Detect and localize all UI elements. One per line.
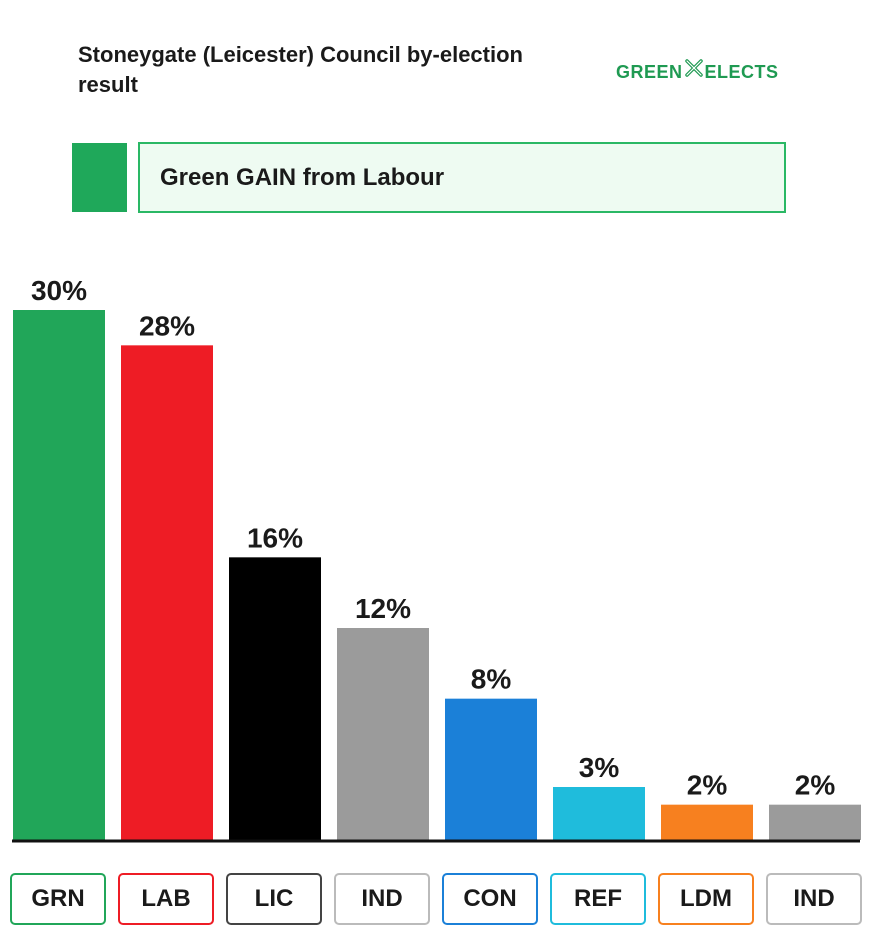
party-label-lab-1: LAB <box>118 873 214 925</box>
party-label-ind-3: IND <box>334 873 430 925</box>
party-label-ref-5: REF <box>550 873 646 925</box>
data-label-3: 12% <box>355 593 411 624</box>
bar-lab-1 <box>121 345 213 840</box>
bar-lic-2 <box>229 557 321 840</box>
data-label-4: 8% <box>471 664 512 695</box>
bar-grn-0 <box>13 310 105 840</box>
chart-title: Stoneygate (Leicester) Council by-electi… <box>78 42 523 97</box>
party-label-ind-7: IND <box>766 873 862 925</box>
data-label-1: 28% <box>139 310 195 341</box>
greenelects-logo: GREEN ELECTS <box>616 58 779 83</box>
result-banner: Green GAIN from Labour <box>138 142 786 213</box>
bar-ind-7 <box>769 804 861 840</box>
party-label-lic-2: LIC <box>226 873 322 925</box>
result-swatch <box>72 143 127 212</box>
bar-ref-5 <box>553 787 645 840</box>
bar-ldm-6 <box>661 804 753 840</box>
party-label-grn-0: GRN <box>10 873 106 925</box>
data-label-7: 2% <box>795 770 836 801</box>
result-banner-text: Green GAIN from Labour <box>160 163 445 191</box>
data-label-0: 30% <box>31 275 87 306</box>
logo-text-right: ELECTS <box>704 62 779 82</box>
data-label-5: 3% <box>579 752 620 783</box>
party-label-con-4: CON <box>442 873 538 925</box>
data-label-6: 2% <box>687 770 728 801</box>
party-label-ldm-6: LDM <box>658 873 754 925</box>
logo-text-left: GREEN <box>616 62 683 82</box>
bar-con-4 <box>445 698 537 840</box>
data-label-2: 16% <box>247 522 303 553</box>
ballot-x-icon <box>684 58 704 83</box>
bar-ind-3 <box>337 628 429 840</box>
